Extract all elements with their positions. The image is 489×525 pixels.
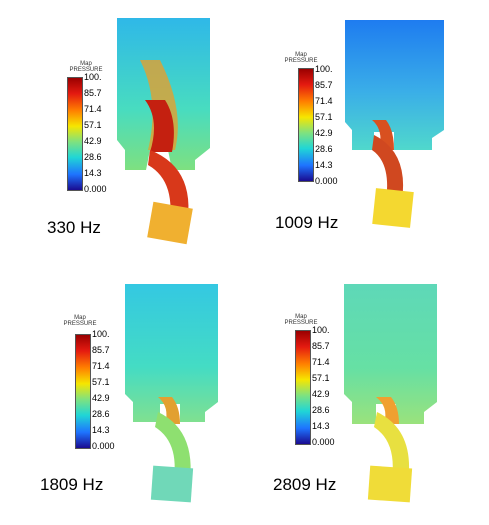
outlet-box <box>150 465 194 503</box>
jet-core <box>145 100 174 152</box>
colormap-tick: 85.7 <box>315 80 333 90</box>
colormap-tick: 42.9 <box>92 393 110 403</box>
colormap-tick: 0.000 <box>84 184 107 194</box>
colormap-tick: 57.1 <box>92 377 110 387</box>
colormap-tick: 85.7 <box>84 88 102 98</box>
colormap-title: Map PRESSURE <box>284 314 318 326</box>
panel-1009: Map PRESSURE 100. 85.7 71.4 57.1 42.9 28.… <box>244 0 488 262</box>
colormap-tick: 0.000 <box>312 437 335 447</box>
frequency-label: 330 Hz <box>47 218 101 237</box>
colormap-tick: 85.7 <box>92 345 110 355</box>
colormap-tick: 28.6 <box>92 409 110 419</box>
pressure-plot <box>345 20 444 228</box>
frequency-label: 1809 Hz <box>40 475 104 494</box>
colormap-tick: 71.4 <box>312 357 330 367</box>
colormap-bar <box>75 334 91 449</box>
outlet-box <box>372 188 414 228</box>
chamber <box>125 284 218 422</box>
colormap-title: Map PRESSURE <box>284 52 318 64</box>
colormap-tick: 85.7 <box>312 341 330 351</box>
chamber <box>345 20 444 150</box>
colormap-tick: 42.9 <box>315 128 333 138</box>
colormap-tick: 100. <box>315 64 333 74</box>
jet-core <box>158 397 180 424</box>
outlet-box <box>367 465 413 503</box>
colormap-tick: 71.4 <box>315 96 333 106</box>
colormap-tick: 28.6 <box>312 405 330 415</box>
colormap-tick: 57.1 <box>315 112 333 122</box>
colormap-tick: 57.1 <box>84 120 102 130</box>
colormap-tick: 14.3 <box>84 168 102 178</box>
panel-2809: Map PRESSURE 100. 85.7 71.4 57.1 42.9 28.… <box>244 262 488 524</box>
pressure-plot <box>125 284 218 503</box>
colormap-tick: 100. <box>92 329 110 339</box>
frequency-label: 1009 Hz <box>275 213 339 232</box>
colormap-tick: 28.6 <box>84 152 102 162</box>
chamber <box>344 284 437 424</box>
colormap-tick: 0.000 <box>92 441 115 451</box>
outlet-box <box>147 201 193 245</box>
pressure-plot <box>344 284 437 503</box>
colormap-tick: 57.1 <box>312 373 330 383</box>
colormap-tick: 42.9 <box>84 136 102 146</box>
colormap-tick: 100. <box>312 325 330 335</box>
colormap-bar <box>295 330 311 445</box>
colormap-tick: 71.4 <box>92 361 110 371</box>
panel-1809: Map PRESSURE 100. 85.7 71.4 57.1 42.9 28.… <box>0 262 244 524</box>
colormap-tick: 28.6 <box>315 144 333 154</box>
jet-core <box>372 120 394 150</box>
colormap-title: Map PRESSURE <box>69 61 103 73</box>
colormap-tick: 14.3 <box>315 160 333 170</box>
colormap-tick: 14.3 <box>92 425 110 435</box>
colormap-title: Map PRESSURE <box>63 315 97 327</box>
colormap-bar <box>298 68 314 182</box>
colormap-tick: 100. <box>84 72 102 82</box>
colormap-bar <box>67 77 83 191</box>
jet-core <box>376 397 399 424</box>
colormap-tick: 71.4 <box>84 104 102 114</box>
panel-330: Map PRESSURE 100. 85.7 71.4 57.1 42.9 28.… <box>0 0 244 262</box>
frequency-label: 2809 Hz <box>273 475 337 494</box>
pressure-plot <box>117 18 210 245</box>
colormap-tick: 0.000 <box>315 176 338 186</box>
colormap-tick: 14.3 <box>312 421 330 431</box>
colormap-tick: 42.9 <box>312 389 330 399</box>
